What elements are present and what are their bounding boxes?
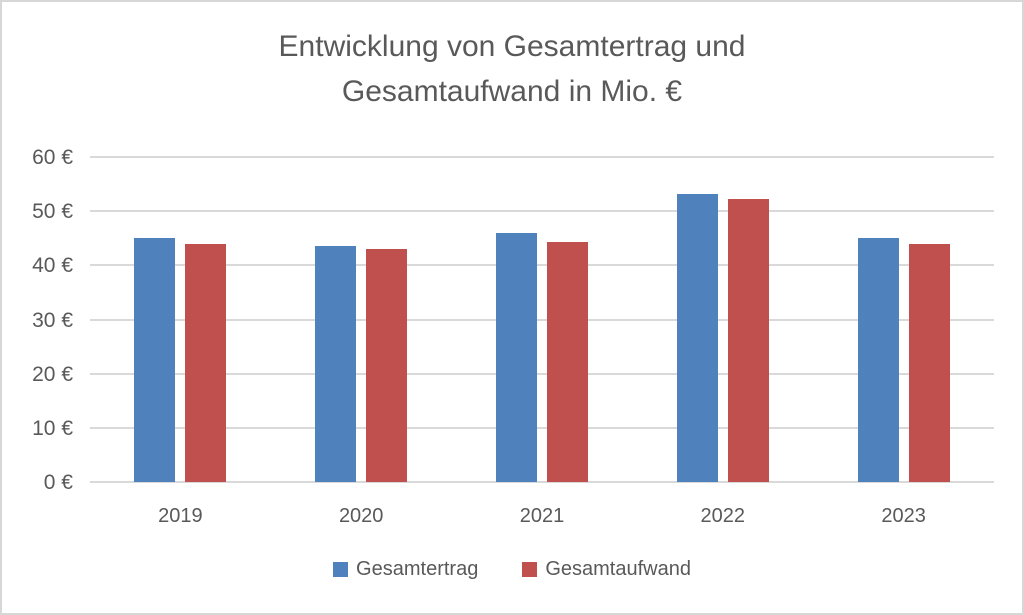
bar-gesamtertrag-2021 [496,232,537,482]
x-tick-label: 2023 [881,505,926,527]
bar-gesamtaufwand-2023 [908,243,950,482]
plot-area [90,156,994,483]
bar-gesamtertrag-2022 [676,193,718,482]
gridline [90,426,994,429]
legend-swatch-icon [522,562,538,577]
gridline [90,156,994,158]
y-tick-label: 50 € [32,200,73,224]
gridline [90,372,994,375]
x-tick-label: 2021 [519,505,565,527]
y-tick-label: 20 € [32,362,73,386]
gridline [90,210,994,213]
y-tick-label: 40 € [32,254,73,278]
legend-label: Gesamtaufwand [545,558,691,580]
bar-gesamtaufwand-2020 [366,248,408,482]
y-tick-label: 60 € [32,146,73,169]
bar-gesamtaufwand-2022 [727,199,769,482]
y-tick-label: 0 € [43,471,73,494]
bar-gesamtertrag-2020 [315,246,357,482]
x-axis-line [90,481,994,483]
chart-title-line-1: Entwicklung von Gesamtertrag und [278,30,746,63]
x-tick-label: 2020 [338,505,384,527]
legend-entry-gesamtertrag: Gesamtertrag [333,558,478,581]
legend-swatch-icon [333,562,349,577]
bar-gesamtertrag-2019 [134,238,176,482]
bar-gesamtaufwand-2019 [185,243,227,482]
bar-gesamtertrag-2023 [857,238,899,482]
chart-title: Entwicklung von Gesamtertrag und Gesamta… [2,24,1022,114]
y-tick-label: 30 € [32,308,73,332]
legend-entry-gesamtaufwand: Gesamtaufwand [522,558,691,581]
y-tick-label: 10 € [32,416,73,440]
x-tick-label: 2019 [158,505,203,527]
x-tick-label: 2022 [700,505,746,527]
gridline [90,318,994,321]
chart-title-line-2: Gesamtaufwand in Mio. € [341,75,683,108]
legend: Gesamtertrag Gesamtaufwand [2,558,1022,581]
gridline [90,264,994,267]
legend-label: Gesamtertrag [356,558,479,580]
bar-gesamtaufwand-2021 [547,241,588,482]
